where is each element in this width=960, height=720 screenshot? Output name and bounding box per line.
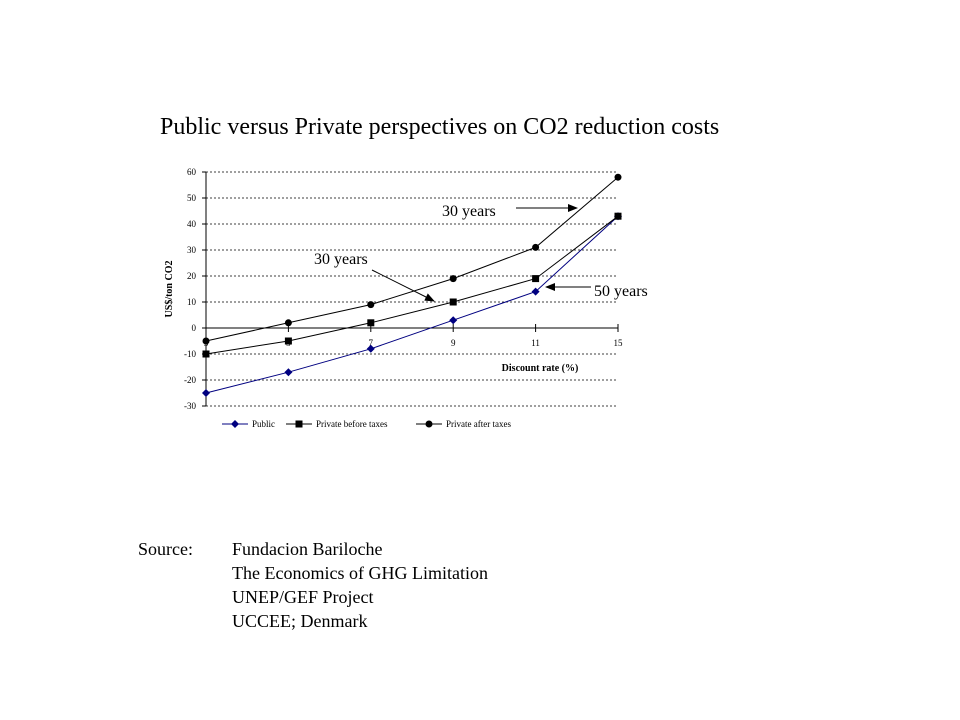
data-point: [531, 287, 540, 296]
legend-label: Private before taxes: [316, 419, 388, 429]
x-axis-title: Discount rate (%): [502, 363, 579, 374]
legend-label: Public: [252, 419, 275, 429]
x-tick-label: 9: [451, 338, 456, 348]
source-line: Fundacion Bariloche: [232, 539, 383, 559]
data-point: [284, 368, 293, 377]
x-tick-label: 11: [531, 338, 540, 348]
data-point: [202, 337, 210, 345]
data-point: [614, 173, 622, 181]
grid-lines: [206, 171, 618, 407]
chart-title: Public versus Private perspectives on CO…: [160, 114, 720, 140]
data-point: [449, 298, 457, 306]
data-point: [202, 389, 210, 397]
data-point: [532, 243, 540, 251]
y-tick-label: -20: [184, 375, 196, 385]
y-axis-title: US$/ton CO2: [164, 261, 175, 318]
y-tick-label: 50: [187, 193, 197, 203]
legend: Public Private before taxes Private after …: [222, 419, 511, 429]
data-point: [449, 275, 457, 283]
annotation-arrow: [371, 269, 435, 302]
source-lines: Fundacion Bariloche The Economics of GHG…: [232, 537, 488, 633]
data-point: [532, 275, 540, 283]
y-tick-label: 40: [187, 219, 197, 229]
annotation-label: 30 years: [442, 203, 496, 220]
data-point: [284, 337, 292, 345]
y-tick-label: -30: [184, 401, 196, 411]
data-point: [367, 319, 375, 327]
series-line: [205, 215, 619, 394]
data-point: [614, 212, 622, 220]
y-tick-label: 10: [187, 297, 197, 307]
y-tick-label: -10: [184, 349, 196, 359]
legend-marker: [231, 420, 239, 428]
series-lines: [205, 176, 619, 394]
annotations: 30 years 30 years 50 years: [314, 203, 648, 302]
x-tick-label: 7: [369, 338, 374, 348]
axes: [202, 171, 619, 407]
source-line: The Economics of GHG Limitation: [232, 563, 488, 583]
y-tick-label: 0: [192, 323, 197, 333]
legend-label: Private after taxes: [446, 419, 511, 429]
data-point: [202, 350, 210, 358]
data-point: [284, 319, 292, 327]
series-line: [205, 176, 619, 342]
y-tick-labels: 60 50 40 30 20 10 0 -10 -20 -30: [184, 167, 197, 411]
legend-marker: [425, 420, 433, 428]
y-tick-label: 60: [187, 167, 197, 177]
y-tick-label: 20: [187, 271, 197, 281]
series-line: [205, 215, 619, 355]
y-tick-label: 30: [187, 245, 197, 255]
x-tick-label: 15: [614, 338, 624, 348]
series-markers: [202, 173, 622, 397]
source-label: Source:: [138, 539, 193, 559]
x-tick-labels: 35791115: [204, 338, 623, 348]
annotation-label: 50 years: [594, 283, 648, 300]
data-point: [366, 344, 375, 353]
data-point: [449, 316, 458, 325]
annotation-label: 30 years: [314, 251, 368, 268]
legend-marker: [295, 420, 303, 428]
source-line: UNEP/GEF Project: [232, 587, 374, 607]
source-line: UCCEE; Denmark: [232, 611, 368, 631]
data-point: [367, 301, 375, 309]
